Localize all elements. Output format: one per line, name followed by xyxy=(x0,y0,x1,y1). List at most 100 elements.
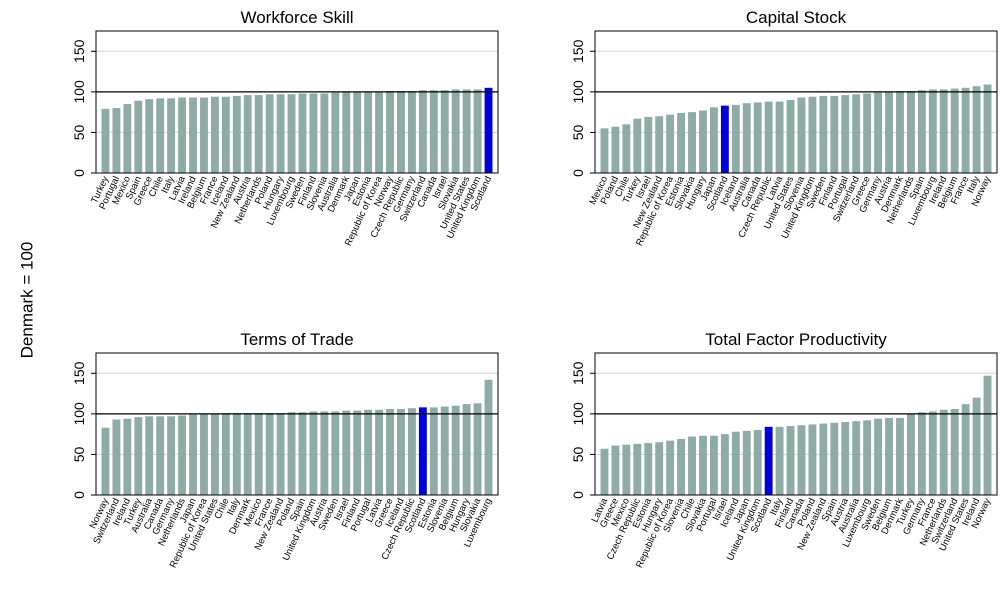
bar xyxy=(961,87,970,173)
bar xyxy=(600,128,609,173)
bar xyxy=(309,93,318,173)
bar xyxy=(808,424,817,495)
bar xyxy=(666,440,675,495)
bar xyxy=(720,434,729,495)
bar xyxy=(633,443,642,495)
y-tick-label: 0 xyxy=(570,491,586,499)
bar xyxy=(885,417,893,495)
bar xyxy=(972,86,981,173)
bar xyxy=(753,430,762,495)
bar xyxy=(243,95,252,173)
bar xyxy=(961,404,970,495)
bar xyxy=(484,87,493,173)
bar xyxy=(885,91,893,173)
bar xyxy=(397,408,405,495)
y-tick-label: 100 xyxy=(71,402,87,426)
bar xyxy=(221,96,230,173)
bar xyxy=(265,413,274,495)
bar xyxy=(440,90,449,173)
bar xyxy=(353,410,362,495)
bar xyxy=(189,97,197,173)
bar xyxy=(276,413,285,495)
bar xyxy=(167,416,176,495)
bar xyxy=(906,91,915,173)
y-tick-label: 150 xyxy=(570,361,586,385)
bar xyxy=(633,118,642,173)
bar xyxy=(156,416,165,495)
bar xyxy=(709,107,718,173)
bar xyxy=(123,418,132,495)
y-tick-label: 50 xyxy=(71,124,87,140)
bar xyxy=(655,442,664,495)
bar xyxy=(287,412,296,495)
bar xyxy=(243,413,252,495)
plot-frame xyxy=(95,352,499,496)
bar xyxy=(375,91,384,173)
bar xyxy=(429,90,438,173)
bar xyxy=(611,445,620,495)
bar xyxy=(622,124,631,173)
bar xyxy=(167,98,176,173)
bar xyxy=(972,397,981,495)
bar xyxy=(407,91,416,173)
bar xyxy=(189,414,197,495)
y-tick-label: 0 xyxy=(570,169,586,177)
bar xyxy=(101,108,110,173)
bar xyxy=(331,411,340,495)
panel-title: Terms of Trade xyxy=(240,330,353,349)
plot-frame xyxy=(594,30,998,174)
bar xyxy=(917,90,926,173)
bar xyxy=(473,89,482,173)
y-tick-label: 50 xyxy=(570,124,586,140)
bar xyxy=(451,405,460,495)
bar xyxy=(298,93,307,173)
bar xyxy=(983,375,992,495)
bar xyxy=(364,91,373,173)
bar xyxy=(331,92,340,173)
bar xyxy=(699,110,707,173)
bar xyxy=(731,431,740,495)
bar xyxy=(462,89,471,173)
bar xyxy=(677,439,686,495)
bar xyxy=(699,435,707,495)
bar xyxy=(655,116,664,173)
bar xyxy=(764,101,773,173)
bar xyxy=(797,97,806,173)
bar xyxy=(287,94,296,173)
bar xyxy=(221,413,230,495)
bar xyxy=(232,95,241,173)
bar xyxy=(906,413,915,495)
panel-title: Total Factor Productivity xyxy=(705,330,887,349)
bar xyxy=(896,91,904,173)
bar xyxy=(709,435,718,495)
bar xyxy=(232,413,241,495)
y-tick-label: 50 xyxy=(71,446,87,462)
bar xyxy=(320,93,329,173)
bar xyxy=(819,95,828,173)
bar xyxy=(841,95,850,173)
bar xyxy=(731,104,740,173)
bar xyxy=(874,418,883,495)
bar xyxy=(644,443,653,495)
bar xyxy=(622,444,631,495)
bar xyxy=(178,415,187,495)
bar xyxy=(950,88,959,173)
bar xyxy=(939,89,948,173)
bar xyxy=(407,408,416,495)
bar xyxy=(764,426,773,495)
y-tick-label: 0 xyxy=(71,169,87,177)
bar xyxy=(720,105,729,173)
bar xyxy=(874,92,883,173)
bar xyxy=(397,91,405,173)
bar xyxy=(342,410,351,495)
panel-title: Workforce Skill xyxy=(240,8,353,27)
bar xyxy=(928,411,937,495)
bar xyxy=(830,422,839,495)
bar xyxy=(753,102,762,173)
bar xyxy=(112,419,121,495)
bar xyxy=(178,97,187,173)
bar xyxy=(775,101,784,173)
bar xyxy=(364,409,373,495)
y-tick-label: 150 xyxy=(71,39,87,63)
bar xyxy=(276,94,285,173)
